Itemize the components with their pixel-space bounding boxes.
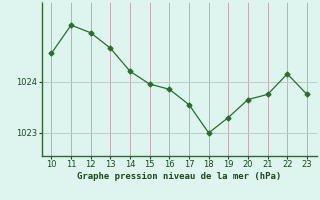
- X-axis label: Graphe pression niveau de la mer (hPa): Graphe pression niveau de la mer (hPa): [77, 172, 281, 181]
